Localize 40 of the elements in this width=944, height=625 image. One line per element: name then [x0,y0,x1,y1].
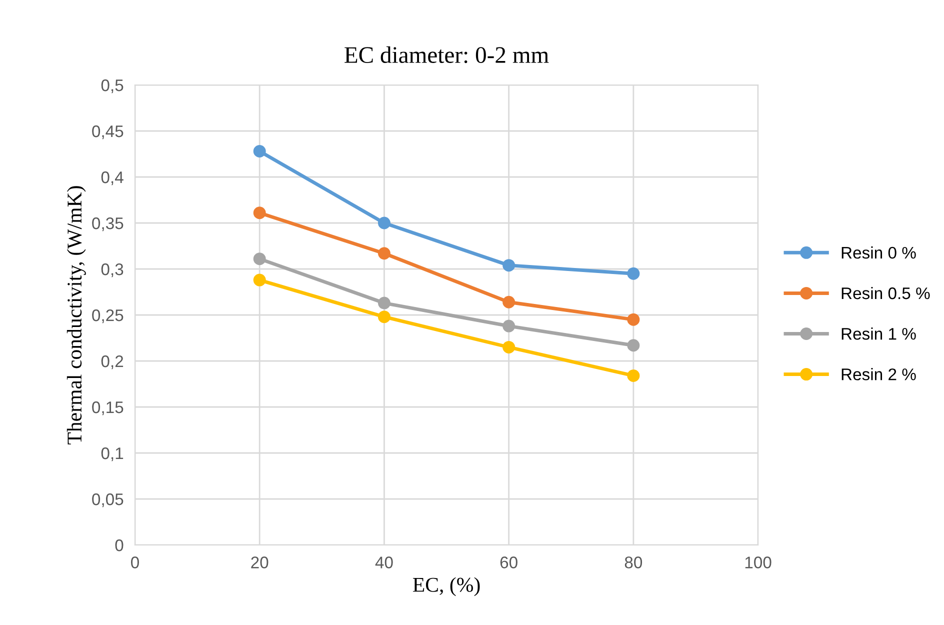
point [378,296,390,310]
x-tick-label: 0 [131,556,139,568]
legend-label: Resin 2 % [842,368,916,380]
y-tick-label: 0,25 [92,309,124,324]
y-tick-label: 0,05 [92,493,124,508]
point [253,206,266,220]
point [378,216,390,230]
x-tick-label: 20 [251,556,268,568]
point [627,267,640,280]
point [627,339,640,352]
point [502,320,516,332]
y-tick-label: 0,15 [92,401,124,416]
x-tick-label: 60 [500,556,518,568]
legend-label: Resin 0 % [842,246,916,259]
point [378,247,390,260]
chart-title: EC diameter: 0-2 mm [344,46,549,64]
y-tick-label: 0,4 [101,171,124,186]
y-axis-title: Thermal conductivity, (W/mK) [66,186,86,444]
y-tick-label: 0,2 [101,355,124,370]
y-tick-label: 0,1 [101,447,124,462]
point [502,296,516,308]
point [253,274,266,286]
x-tick-label: 100 [745,556,772,568]
x-tick-label: 40 [375,556,393,568]
y-tick-label: 0,45 [92,125,124,140]
point [627,369,640,382]
point [253,144,266,158]
x-axis-title: EC, (%) [412,577,480,596]
point [253,252,266,266]
y-tick-label: 0,35 [92,217,124,232]
x-tick-label: 80 [624,556,642,568]
y-tick-label: 0,5 [101,79,124,94]
point [378,310,390,324]
legend-label: Resin 0.5 % [842,286,930,300]
point [502,259,516,272]
legend-label: Resin 1 % [842,328,916,340]
y-tick-label: 0 [115,539,124,552]
y-tick-label: 0,3 [101,263,124,278]
point [627,313,640,326]
point [502,340,516,354]
